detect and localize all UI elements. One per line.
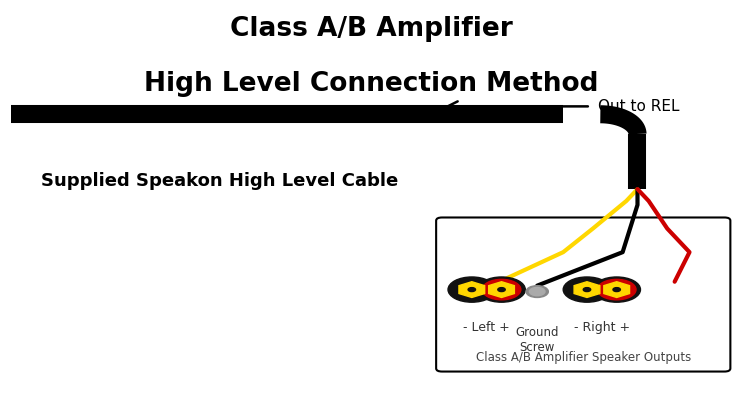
- Circle shape: [498, 288, 505, 292]
- Circle shape: [482, 279, 521, 300]
- Polygon shape: [459, 282, 484, 297]
- Circle shape: [597, 279, 636, 300]
- Text: Class A/B Amplifier: Class A/B Amplifier: [230, 16, 513, 42]
- Text: Ground
Screw: Ground Screw: [516, 326, 559, 354]
- Polygon shape: [574, 282, 600, 297]
- Circle shape: [568, 279, 606, 300]
- Circle shape: [583, 288, 591, 292]
- Text: - Right +: - Right +: [574, 321, 630, 334]
- Circle shape: [478, 277, 525, 302]
- Polygon shape: [489, 282, 514, 297]
- Circle shape: [563, 277, 611, 302]
- Circle shape: [526, 286, 548, 297]
- Text: Out to REL: Out to REL: [598, 99, 680, 114]
- Circle shape: [593, 277, 640, 302]
- Text: Supplied Speakon High Level Cable: Supplied Speakon High Level Cable: [41, 172, 398, 190]
- Text: High Level Connection Method: High Level Connection Method: [144, 71, 599, 97]
- Circle shape: [452, 279, 491, 300]
- Circle shape: [448, 277, 496, 302]
- Text: Class A/B Amplifier Speaker Outputs: Class A/B Amplifier Speaker Outputs: [476, 351, 691, 364]
- Circle shape: [468, 288, 476, 292]
- Circle shape: [613, 288, 620, 292]
- Text: - Left +: - Left +: [464, 321, 510, 334]
- FancyBboxPatch shape: [436, 217, 730, 372]
- Circle shape: [529, 288, 545, 296]
- Polygon shape: [604, 282, 629, 297]
